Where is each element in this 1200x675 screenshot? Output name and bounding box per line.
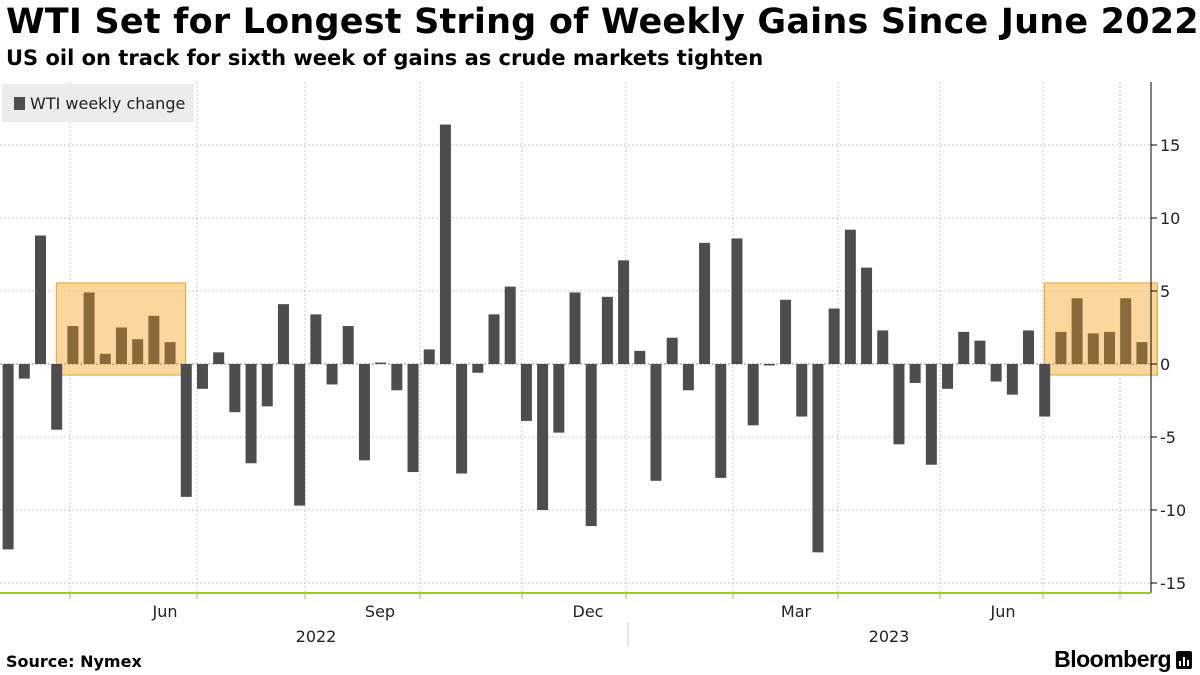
bar <box>358 364 370 461</box>
bar <box>990 364 1002 382</box>
bar <box>1120 298 1132 364</box>
bar <box>423 349 435 364</box>
y-tick-label: 15 <box>1160 136 1180 155</box>
bar <box>618 260 630 364</box>
bloomberg-bars-icon <box>1176 650 1192 669</box>
bar <box>456 364 468 474</box>
bar <box>1023 330 1035 364</box>
x-year-label: 2023 <box>869 627 910 646</box>
x-month-label: Dec <box>573 602 604 621</box>
y-tick-label: 10 <box>1160 209 1180 228</box>
brand-logo: Bloomberg <box>1054 646 1192 673</box>
bar <box>213 352 225 364</box>
bar <box>1087 333 1099 364</box>
bar <box>132 339 144 364</box>
bar <box>34 235 46 364</box>
y-tick-label: 0 <box>1160 355 1170 374</box>
bar <box>277 304 289 364</box>
x-month-label: Mar <box>781 602 812 621</box>
bar <box>569 292 581 364</box>
bar <box>180 364 192 497</box>
bar <box>585 364 597 527</box>
bar <box>844 229 856 364</box>
bar <box>828 308 840 364</box>
bar <box>553 364 565 433</box>
x-year-label: 2022 <box>296 627 337 646</box>
bar <box>342 326 354 364</box>
bar <box>601 296 613 364</box>
bar <box>520 364 532 421</box>
bar <box>375 362 387 364</box>
bar <box>958 331 970 364</box>
bar <box>974 340 986 364</box>
legend: WTI weekly change <box>2 84 194 122</box>
bar <box>893 364 905 445</box>
x-month-label: Jun <box>152 602 178 621</box>
bar <box>196 364 208 389</box>
bar <box>164 342 176 364</box>
x-month-label: Jun <box>990 602 1016 621</box>
bar <box>666 337 678 364</box>
bar <box>861 267 873 364</box>
bar <box>1006 364 1018 395</box>
y-tick-label: -5 <box>1160 428 1176 447</box>
chart-subtitle: US oil on track for sixth week of gains … <box>6 46 764 70</box>
bar <box>148 315 160 364</box>
bar <box>99 353 111 364</box>
y-tick-label: -10 <box>1160 501 1186 520</box>
bar <box>294 364 306 506</box>
brand-name: Bloomberg <box>1054 646 1171 672</box>
bar <box>51 364 63 430</box>
legend-swatch <box>14 96 25 110</box>
bar <box>261 364 273 407</box>
bar <box>472 364 484 373</box>
bar <box>699 242 711 364</box>
bar <box>796 364 808 417</box>
bar <box>650 364 662 481</box>
bar <box>731 238 743 364</box>
bar-chart: 15 10 5 0 -5 -10 -15 Jun Sep Dec Mar Jun 2022 2023 <box>0 82 1186 646</box>
bar <box>909 364 921 383</box>
bar <box>1039 364 1051 417</box>
bar <box>763 364 775 366</box>
bar <box>83 292 95 364</box>
bar <box>812 364 824 553</box>
y-tick-label: 5 <box>1160 282 1170 301</box>
bar <box>1104 331 1116 364</box>
bar <box>747 364 759 426</box>
x-month-label: Sep <box>365 602 395 621</box>
bar <box>682 364 694 391</box>
bar <box>439 124 451 364</box>
bar <box>115 327 127 364</box>
bar <box>1071 298 1083 364</box>
legend-label: WTI weekly change <box>30 93 186 113</box>
bar <box>1136 342 1148 364</box>
bar <box>310 314 322 364</box>
bar <box>504 286 516 364</box>
bar <box>488 314 500 364</box>
bar <box>245 364 257 464</box>
bar <box>634 350 646 364</box>
bar <box>326 364 338 385</box>
bar <box>780 299 792 364</box>
bar <box>537 364 549 510</box>
bar <box>1055 331 1067 364</box>
bar <box>715 364 727 478</box>
source-note: Source: Nymex <box>6 652 142 671</box>
y-tick-label: -15 <box>1160 574 1186 593</box>
bar <box>877 330 889 364</box>
bar <box>18 364 30 379</box>
chart-title: WTI Set for Longest String of Weekly Gai… <box>6 2 1199 42</box>
bar <box>942 364 954 389</box>
bar <box>407 364 419 473</box>
bar <box>67 326 79 364</box>
bar <box>925 364 937 465</box>
bar <box>229 364 241 413</box>
bar <box>391 364 403 391</box>
bar <box>2 364 14 550</box>
